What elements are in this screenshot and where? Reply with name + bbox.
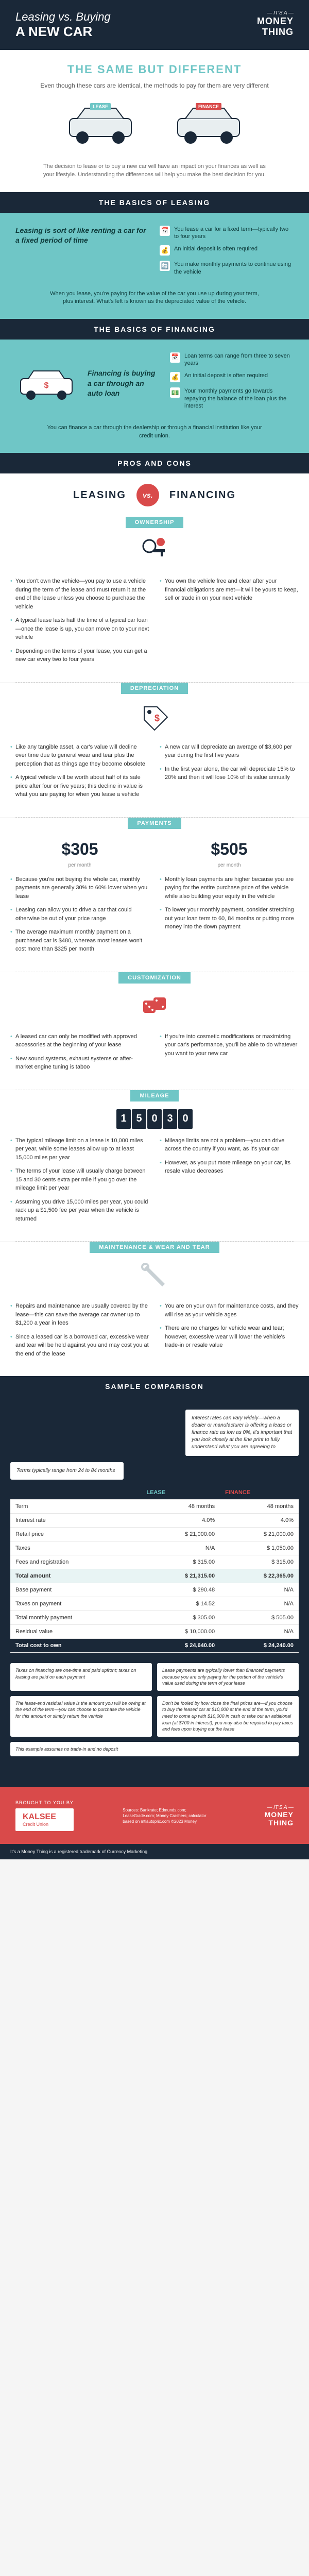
svg-text:LEASE: LEASE [93, 104, 108, 109]
brand-logo: — IT'S A — MONEY THING [257, 10, 294, 38]
table-row: Interest rate4.0%4.0% [10, 1514, 299, 1528]
dice-icon [10, 991, 299, 1025]
mileage-section: MILEAGE 1 5 0 3 0 The typical mileage li… [0, 1090, 309, 1242]
calendar-icon: 📅 [160, 226, 170, 236]
table-lease-header: LEASE [141, 1486, 220, 1500]
table-row: Total cost to own$ 24,640.00$ 24,240.00 [10, 1639, 299, 1653]
mileage-lease-col: The typical mileage limit on a lease is … [10, 1137, 149, 1229]
callout-taxes: Taxes on financing are one-time and paid… [10, 1663, 152, 1691]
vs-header: LEASING vs. FINANCING [0, 473, 309, 517]
mileage-finance-col: Mileage limits are not a problem—you can… [160, 1137, 299, 1229]
customization-finance-col: If you're into cosmetic modifications or… [160, 1032, 299, 1077]
comparison-table: LEASE FINANCE Term48 months48 monthsInte… [10, 1486, 299, 1653]
callout-lease-payments: Lease payments are typically lower than … [157, 1663, 299, 1691]
lease-payment-amount: $305 [10, 837, 149, 861]
table-row: Term48 months48 months [10, 1500, 299, 1514]
ownership-label: OWNERSHIP [126, 517, 184, 528]
price-tag-icon: $ [10, 702, 299, 735]
sources-text: Sources: Bankrate; Edmunds.com; LeaseGui… [123, 1807, 215, 1825]
band-basics-financing: THE BASICS OF FINANCING [0, 319, 309, 340]
callouts-group: Taxes on financing are one-time and paid… [10, 1663, 299, 1756]
table-row: Total monthly payment$ 305.00$ 505.00 [10, 1611, 299, 1625]
ownership-lease-col: You don't own the vehicle—you pay to use… [10, 577, 149, 669]
key-icon [10, 536, 299, 569]
callout-residual: The lease-end residual value is the amou… [10, 1696, 152, 1737]
table-row: Retail price$ 21,000.00$ 21,000.00 [10, 1528, 299, 1541]
intro-footer: The decision to lease or to buy a new ca… [41, 162, 268, 179]
callout-dont-be-fooled: Don't be fooled by how close the final p… [157, 1696, 299, 1737]
leasing-bullets: 📅You lease a car for a fixed term—typica… [160, 226, 294, 281]
vs-badge: vs. [136, 484, 159, 506]
intro-section: THE SAME BUT DIFFERENT Even though these… [0, 50, 309, 192]
depreciation-finance-col: A new car will depreciate an average of … [160, 743, 299, 804]
note-terms: Terms typically range from 24 to 84 mont… [10, 1462, 124, 1480]
payments-label: PAYMENTS [128, 818, 181, 829]
sample-section: Interest rates can vary widely—when a de… [0, 1397, 309, 1787]
financing-bullets: 📅Loan terms can range from three to seve… [170, 352, 294, 415]
finance-payment-amount: $505 [160, 837, 299, 861]
customization-section: CUSTOMIZATION A leased car can only be m… [0, 972, 309, 1090]
maintenance-label: MAINTENANCE & WEAR AND TEAR [90, 1242, 219, 1253]
header-pretitle: Leasing vs. Buying [15, 10, 111, 23]
financing-car-illustration: $ [15, 363, 77, 404]
basics-financing-section: $ Financing is buying a car through an a… [0, 340, 309, 453]
sponsor-logo: KALSEE Credit Union [15, 1808, 74, 1831]
table-finance-header: FINANCE [220, 1486, 299, 1500]
header: Leasing vs. Buying A NEW CAR — IT'S A — … [0, 0, 309, 50]
table-row: Fees and registration$ 315.00$ 315.00 [10, 1555, 299, 1569]
depreciation-section: DEPRECIATION $ Like any tangible asset, … [0, 683, 309, 817]
table-row: Taxes on payment$ 14.52N/A [10, 1597, 299, 1611]
ownership-section: OWNERSHIP You don't own the vehicle—you … [0, 517, 309, 682]
band-sample: SAMPLE COMPARISON [0, 1376, 309, 1397]
wrench-icon [10, 1261, 299, 1294]
finance-car-illustration: FINANCE [162, 100, 255, 152]
customization-label: CUSTOMIZATION [118, 972, 191, 984]
odometer-display: 1 5 0 3 0 [10, 1109, 299, 1129]
band-basics-leasing: THE BASICS OF LEASING [0, 192, 309, 213]
cycle-icon: 🔄 [160, 261, 170, 271]
table-row: Residual value$ 10,000.00N/A [10, 1625, 299, 1639]
calendar-icon: 📅 [170, 352, 180, 363]
mileage-label: MILEAGE [130, 1090, 178, 1101]
intro-heading: THE SAME BUT DIFFERENT [15, 63, 294, 76]
svg-text:$: $ [44, 381, 49, 390]
payments-finance-col: $505per month Monthly loan payments are … [160, 837, 299, 959]
payments-lease-col: $305per month Because you're not buying … [10, 837, 149, 959]
depreciation-label: DEPRECIATION [121, 683, 188, 694]
band-pros-cons: PROS AND CONS [0, 453, 309, 473]
table-row: Total amount$ 21,315.00$ 22,365.00 [10, 1569, 299, 1583]
repay-icon: 💵 [170, 387, 180, 398]
deposit-icon: 💰 [170, 372, 180, 382]
deposit-icon: 💰 [160, 245, 170, 256]
maintenance-finance-col: You are on your own for maintenance cost… [160, 1302, 299, 1363]
basics-leasing-section: Leasing is sort of like renting a car fo… [0, 213, 309, 319]
sponsor-footer: BROUGHT TO YOU BY KALSEE Credit Union So… [0, 1787, 309, 1844]
financing-footer: You can finance a car through the dealer… [46, 424, 263, 440]
table-row: Base payment$ 290.48N/A [10, 1583, 299, 1597]
callout-assumptions: This example assumes no trade-in and no … [10, 1742, 299, 1757]
brought-by: BROUGHT TO YOU BY [15, 1800, 74, 1805]
leasing-lead: Leasing is sort of like renting a car fo… [15, 226, 149, 246]
depreciation-lease-col: Like any tangible asset, a car's value w… [10, 743, 149, 804]
svg-text:$: $ [154, 713, 160, 723]
table-row: TaxesN/A$ 1,050.00 [10, 1541, 299, 1555]
financing-lead: Financing is buying a car through an aut… [88, 368, 160, 399]
lease-car-illustration: LEASE [54, 100, 147, 152]
brand-logo-footer: — IT'S A — MONEY THING [265, 1805, 294, 1827]
note-interest-rates: Interest rates can vary widely—when a de… [185, 1410, 299, 1456]
trademark-bar: It's a Money Thing is a registered trade… [0, 1844, 309, 1859]
intro-subtitle: Even though these cars are identical, th… [15, 81, 294, 90]
customization-lease-col: A leased car can only be modified with a… [10, 1032, 149, 1077]
svg-text:FINANCE: FINANCE [198, 104, 219, 109]
leasing-col-header: LEASING [73, 489, 126, 501]
ownership-finance-col: You own the vehicle free and clear after… [160, 577, 299, 669]
financing-col-header: FINANCING [169, 489, 236, 501]
header-title: A NEW CAR [15, 24, 294, 40]
maintenance-section: MAINTENANCE & WEAR AND TEAR Repairs and … [0, 1242, 309, 1376]
payments-section: PAYMENTS $305per month Because you're no… [0, 818, 309, 972]
leasing-footer: When you lease, you're paying for the va… [46, 290, 263, 306]
maintenance-lease-col: Repairs and maintenance are usually cove… [10, 1302, 149, 1363]
